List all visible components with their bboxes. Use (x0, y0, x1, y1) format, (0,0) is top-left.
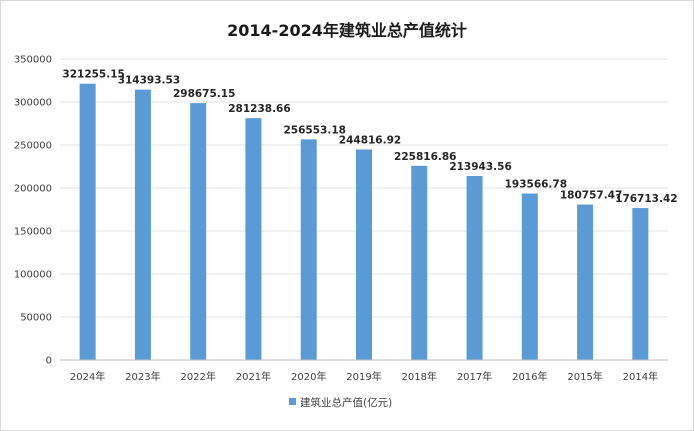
bar (245, 118, 262, 360)
bar (300, 139, 317, 360)
data-label: 225816.86 (394, 151, 456, 163)
x-tick-label: 2015年 (567, 370, 602, 383)
x-tick-label: 2023年 (125, 370, 160, 383)
bar (466, 176, 483, 360)
x-tick-label: 2014年 (623, 370, 658, 383)
data-label: 314393.53 (118, 75, 180, 87)
data-label: 176713.42 (615, 193, 677, 205)
x-tick-label: 2019年 (346, 370, 381, 383)
y-tick-label: 50000 (20, 313, 52, 324)
bar (632, 208, 649, 360)
data-label: 281238.66 (228, 103, 290, 115)
data-label: 298675.15 (173, 88, 235, 100)
bar (79, 83, 96, 360)
y-tick-label: 100000 (14, 270, 52, 281)
legend: 建筑业总产值(亿元) (289, 396, 392, 409)
y-tick-label: 0 (46, 356, 52, 367)
x-tick-label: 2020年 (291, 370, 326, 383)
y-tick-label: 250000 (14, 141, 52, 152)
data-label: 256553.18 (284, 124, 346, 136)
x-tick-label: 2022年 (180, 370, 215, 383)
chart-title: 2014-2024年建筑业总产值统计 (227, 21, 467, 40)
bar (134, 89, 151, 360)
y-tick-label: 300000 (14, 98, 52, 109)
bar (521, 193, 538, 360)
data-label: 213943.56 (449, 161, 511, 173)
legend-label: 建筑业总产值(亿元) (300, 396, 392, 409)
bar (577, 204, 594, 360)
x-tick-label: 2018年 (402, 370, 437, 383)
legend-swatch (289, 398, 296, 405)
bar (356, 149, 372, 360)
bar (411, 165, 428, 360)
data-label: 180757.47 (560, 190, 622, 202)
bar (190, 103, 207, 360)
x-tick-label: 2016年 (512, 370, 547, 383)
data-label: 244816.92 (339, 134, 401, 146)
x-tick-label: 2024年 (70, 370, 105, 383)
y-tick-label: 350000 (14, 55, 52, 66)
data-label: 193566.78 (505, 179, 567, 191)
x-tick-label: 2021年 (236, 370, 271, 383)
y-tick-label: 150000 (14, 227, 52, 238)
data-label: 321255.15 (62, 69, 124, 81)
x-tick-label: 2017年 (457, 370, 492, 383)
y-tick-label: 200000 (14, 184, 52, 195)
